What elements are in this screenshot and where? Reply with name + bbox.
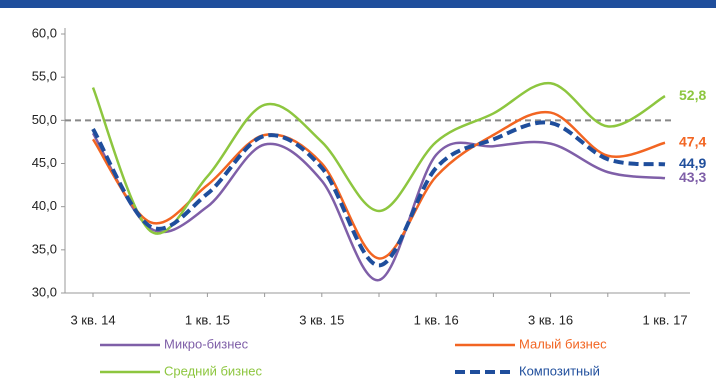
- y-tick-label: 30,0: [32, 284, 57, 299]
- x-tick-label: 3 кв. 16: [528, 312, 573, 327]
- end-label: 43,3: [679, 169, 706, 185]
- x-tick-label: 1 кв. 15: [185, 312, 230, 327]
- x-tick-label: 1 кв. 16: [414, 312, 459, 327]
- y-tick-label: 55,0: [32, 69, 57, 84]
- end-label: 52,8: [679, 87, 706, 103]
- header-bar: [0, 0, 716, 8]
- series-line: [91, 120, 666, 268]
- y-tick-label: 50,0: [32, 112, 57, 127]
- legend-label: Средний бизнес: [164, 363, 263, 378]
- y-tick-label: 45,0: [32, 155, 57, 170]
- y-tick-label: 40,0: [32, 198, 57, 213]
- legend-label: Малый бизнес: [519, 336, 607, 351]
- end-label: 47,4: [679, 133, 706, 149]
- x-tick-label: 3 кв. 14: [70, 312, 115, 327]
- end-label: 44,9: [679, 155, 706, 171]
- x-tick-label: 3 кв. 15: [299, 312, 344, 327]
- legend-label: Композитный: [519, 363, 600, 378]
- y-tick-label: 60,0: [32, 25, 57, 40]
- series-line: [91, 132, 666, 282]
- x-tick-label: 1 кв. 17: [642, 312, 687, 327]
- series-line: [91, 110, 666, 260]
- legend-label: Микро-бизнес: [164, 336, 249, 351]
- y-tick-label: 35,0: [32, 241, 57, 256]
